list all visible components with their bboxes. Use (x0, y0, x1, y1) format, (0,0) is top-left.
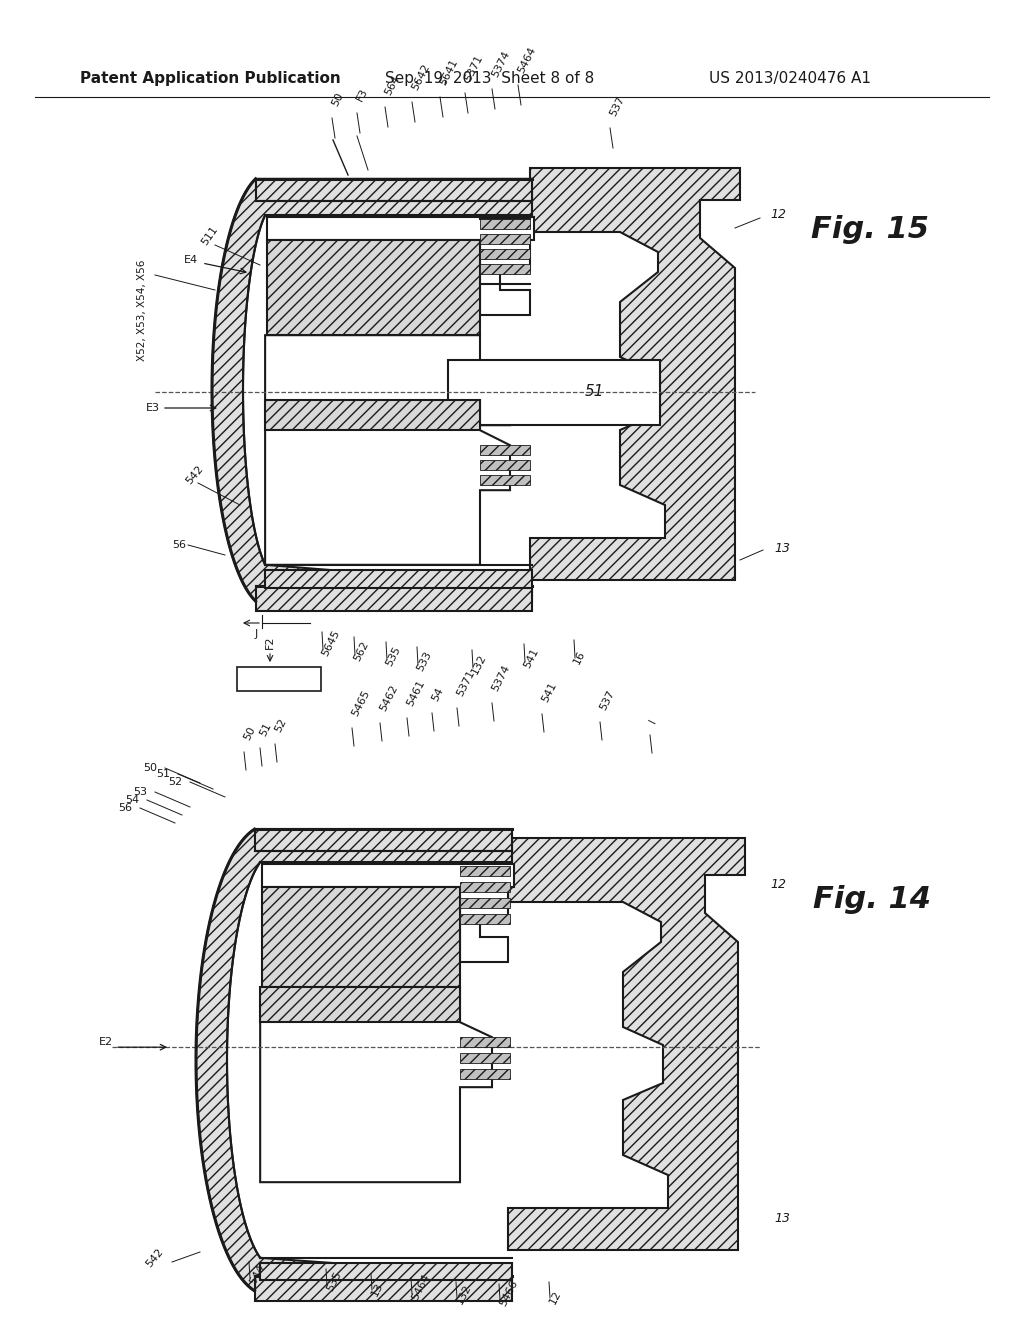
Text: 5371: 5371 (463, 53, 484, 83)
Text: Fig. 15: Fig. 15 (811, 215, 929, 244)
Text: 541: 541 (540, 681, 558, 704)
Text: F2: F2 (265, 635, 275, 648)
PathPatch shape (265, 400, 480, 430)
Text: 537: 537 (598, 689, 616, 711)
Text: 50: 50 (330, 91, 345, 108)
Text: 5464: 5464 (516, 45, 538, 75)
FancyBboxPatch shape (237, 667, 321, 690)
PathPatch shape (260, 987, 492, 1183)
Text: 13: 13 (774, 1212, 790, 1225)
PathPatch shape (265, 570, 532, 587)
Text: 564: 564 (383, 74, 401, 96)
PathPatch shape (460, 915, 510, 924)
Text: 5464: 5464 (410, 1272, 432, 1302)
PathPatch shape (196, 829, 512, 1291)
PathPatch shape (480, 475, 530, 486)
PathPatch shape (260, 1263, 512, 1280)
Text: E3: E3 (146, 403, 160, 413)
Text: 50: 50 (242, 725, 257, 742)
PathPatch shape (262, 865, 514, 962)
Text: 5462: 5462 (378, 684, 399, 713)
Text: 5465: 5465 (350, 689, 372, 718)
Text: 5645: 5645 (319, 628, 342, 657)
Text: 16: 16 (572, 649, 588, 667)
Text: -400-: -400- (262, 672, 296, 685)
Text: 544: 544 (248, 1262, 266, 1286)
PathPatch shape (530, 168, 740, 579)
Text: 5374: 5374 (490, 663, 512, 693)
PathPatch shape (267, 240, 480, 335)
PathPatch shape (260, 987, 460, 1022)
PathPatch shape (265, 400, 510, 565)
Text: 5641: 5641 (438, 57, 460, 87)
PathPatch shape (480, 461, 530, 470)
PathPatch shape (480, 234, 530, 244)
Text: 51: 51 (156, 770, 170, 779)
Text: 54: 54 (430, 686, 445, 704)
PathPatch shape (255, 829, 512, 851)
Text: 5466: 5466 (498, 1278, 519, 1308)
Text: 535: 535 (325, 1270, 343, 1294)
Text: 537: 537 (608, 95, 627, 117)
PathPatch shape (256, 178, 532, 201)
PathPatch shape (460, 1069, 510, 1080)
Text: 535: 535 (384, 644, 402, 668)
Text: F3: F3 (355, 87, 370, 103)
Text: 12: 12 (770, 879, 786, 891)
Text: 56: 56 (172, 540, 186, 550)
PathPatch shape (255, 1276, 512, 1300)
Text: Fig. 14: Fig. 14 (813, 886, 931, 915)
Text: 132: 132 (455, 1283, 473, 1305)
Text: I: I (648, 718, 658, 725)
PathPatch shape (460, 882, 510, 892)
Text: J: J (254, 630, 258, 639)
PathPatch shape (480, 219, 530, 230)
Text: 51: 51 (258, 721, 273, 738)
Text: 12: 12 (548, 1288, 563, 1305)
Text: 13: 13 (370, 1280, 385, 1298)
Text: 53: 53 (133, 787, 147, 797)
Text: 50: 50 (143, 763, 157, 774)
PathPatch shape (265, 335, 510, 425)
Text: 511: 511 (200, 224, 220, 247)
PathPatch shape (480, 249, 530, 259)
PathPatch shape (480, 445, 530, 455)
Text: 5371: 5371 (455, 668, 477, 698)
Text: 52: 52 (273, 717, 289, 734)
Text: 533: 533 (415, 649, 433, 673)
PathPatch shape (212, 178, 532, 601)
Text: Sep. 19, 2013  Sheet 8 of 8: Sep. 19, 2013 Sheet 8 of 8 (385, 70, 595, 86)
Text: 542: 542 (184, 463, 206, 486)
Text: 5461: 5461 (406, 678, 427, 708)
Text: 562: 562 (352, 640, 371, 663)
PathPatch shape (460, 1053, 510, 1063)
Text: 54: 54 (125, 795, 139, 805)
Text: 5642: 5642 (410, 62, 432, 92)
PathPatch shape (508, 838, 745, 1250)
Text: 52: 52 (168, 777, 182, 787)
PathPatch shape (480, 264, 530, 275)
PathPatch shape (256, 586, 532, 611)
Text: X52, X53, X54, X56: X52, X53, X54, X56 (137, 259, 147, 360)
PathPatch shape (262, 887, 460, 987)
PathPatch shape (449, 360, 660, 425)
Text: 12: 12 (770, 209, 786, 222)
Text: Patent Application Publication: Patent Application Publication (80, 70, 340, 86)
Text: 51: 51 (585, 384, 604, 400)
PathPatch shape (267, 218, 534, 315)
Text: 542: 542 (144, 1246, 166, 1270)
Text: 5374: 5374 (490, 49, 512, 79)
Text: US 2013/0240476 A1: US 2013/0240476 A1 (709, 70, 871, 86)
Text: 56: 56 (118, 803, 132, 813)
Text: 541: 541 (522, 647, 541, 671)
PathPatch shape (460, 866, 510, 876)
Text: E2: E2 (99, 1038, 113, 1047)
Text: 132: 132 (470, 652, 488, 676)
Text: 13: 13 (774, 541, 790, 554)
Text: E4: E4 (184, 255, 198, 265)
PathPatch shape (460, 898, 510, 908)
PathPatch shape (460, 1038, 510, 1047)
